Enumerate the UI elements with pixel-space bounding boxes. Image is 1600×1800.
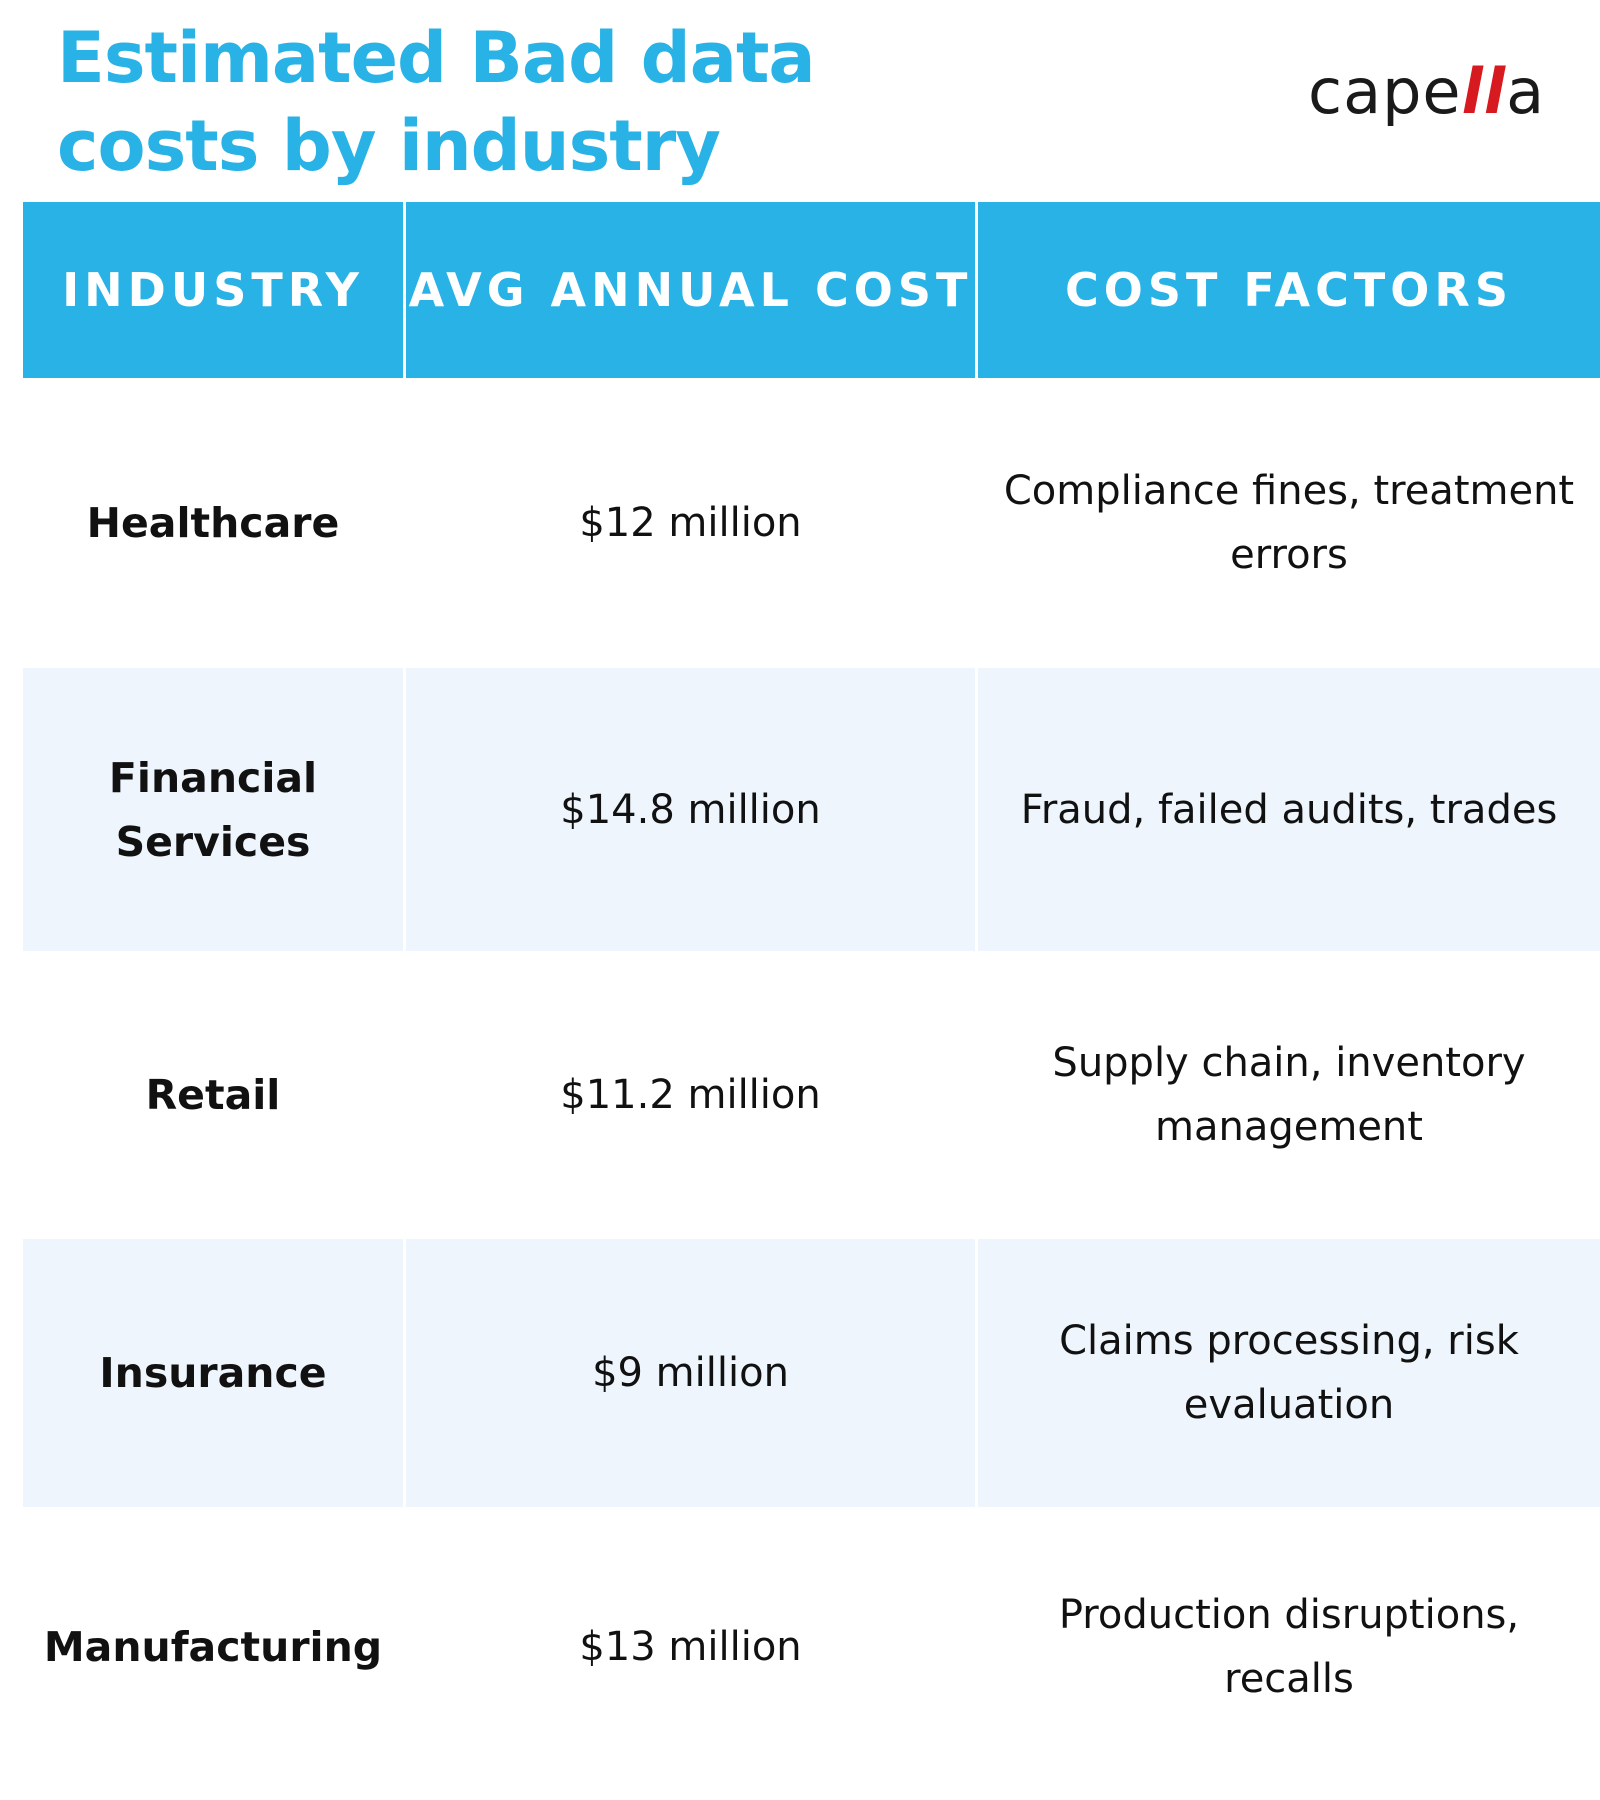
cost-factors-cell: Production disruptions, recalls bbox=[975, 1507, 1600, 1786]
table-header-row: INDUSTRY AVG ANNUAL COST COST FACTORS bbox=[23, 202, 1600, 378]
cost-factors-cell: Fraud, failed audits, trades bbox=[975, 668, 1600, 951]
cost-factors-cell: Claims processing, risk evaluation bbox=[975, 1239, 1600, 1507]
avg-annual-cost-cell: $9 million bbox=[403, 1239, 975, 1507]
table-row: Insurance $9 million Claims processing, … bbox=[23, 1239, 1600, 1507]
avg-annual-cost-cell: $11.2 million bbox=[403, 951, 975, 1239]
table-row: Retail $11.2 million Supply chain, inven… bbox=[23, 951, 1600, 1239]
logo-text-end: a bbox=[1506, 55, 1546, 128]
capella-logo: capella bbox=[1308, 52, 1545, 132]
column-header-industry: INDUSTRY bbox=[62, 263, 364, 317]
table-row: Healthcare $12 million Compliance fines,… bbox=[23, 378, 1600, 668]
page-title: Estimated Bad data costs by industry bbox=[57, 17, 816, 187]
cost-factors-cell: Compliance fines, treatment errors bbox=[975, 378, 1600, 668]
logo-text-accent: ll bbox=[1461, 55, 1507, 128]
avg-annual-cost-cell: $13 million bbox=[403, 1507, 975, 1786]
column-header-avg-annual-cost: AVG ANNUAL COST bbox=[403, 202, 975, 378]
avg-annual-cost-cell: $14.8 million bbox=[403, 668, 975, 951]
industry-cost-table: INDUSTRY AVG ANNUAL COST COST FACTORS He… bbox=[23, 202, 1600, 1786]
avg-annual-cost-cell: $12 million bbox=[403, 378, 975, 668]
column-header-cost-factors: COST FACTORS bbox=[975, 202, 1600, 378]
industry-cell: Retail bbox=[145, 1071, 281, 1119]
logo-text-start: cape bbox=[1308, 55, 1462, 128]
industry-cell: Insurance bbox=[99, 1349, 327, 1397]
table-row: Manufacturing $13 million Production dis… bbox=[23, 1507, 1600, 1786]
industry-cell: Healthcare bbox=[86, 499, 340, 547]
industry-cell: Financial Services bbox=[108, 753, 318, 866]
industry-cell: Manufacturing bbox=[43, 1622, 383, 1671]
cost-factors-cell: Supply chain, inventory management bbox=[975, 951, 1600, 1239]
table-row: Financial Services $14.8 million Fraud, … bbox=[23, 668, 1600, 951]
